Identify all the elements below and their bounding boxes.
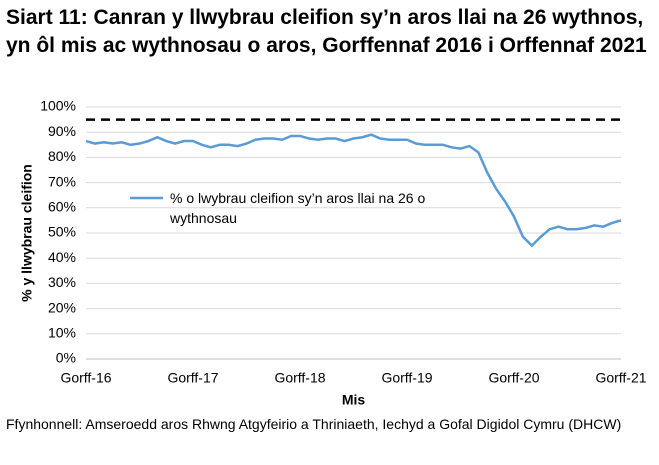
y-tick-label: 100% <box>40 98 76 114</box>
y-tick-label: 60% <box>48 199 76 215</box>
y-tick-label: 0% <box>56 350 76 366</box>
source-note: Ffynhonnell: Amseroedd aros Rhwng Atgyfe… <box>6 416 622 432</box>
legend-label: % o lwybrau cleifion sy’n aros llai na 2… <box>170 190 426 226</box>
y-tick-label: 10% <box>48 325 76 341</box>
x-tick-label: Gorff-20 <box>488 370 539 386</box>
y-tick-label: 50% <box>48 224 76 240</box>
y-tick-label: 80% <box>48 148 76 164</box>
x-tick-label: Gorff-17 <box>167 370 218 386</box>
x-tick-label: Gorff-19 <box>381 370 432 386</box>
y-axis-label: % y llwybrau cleifion <box>19 164 35 302</box>
y-tick-label: 40% <box>48 249 76 265</box>
x-tick-label: Gorff-21 <box>595 370 646 386</box>
y-tick-label: 30% <box>48 274 76 290</box>
data-line <box>85 133 622 248</box>
x-axis-label: Mis <box>342 392 366 408</box>
chart-title: Siart 11: Canran y llwybrau cleifion sy’… <box>6 6 647 57</box>
y-tick-label: 70% <box>48 173 76 189</box>
x-tick-label: Gorff-18 <box>274 370 325 386</box>
y-tick-label: 20% <box>48 299 76 315</box>
y-tick-label: 90% <box>48 123 76 139</box>
x-tick-label: Gorff-16 <box>60 370 111 386</box>
